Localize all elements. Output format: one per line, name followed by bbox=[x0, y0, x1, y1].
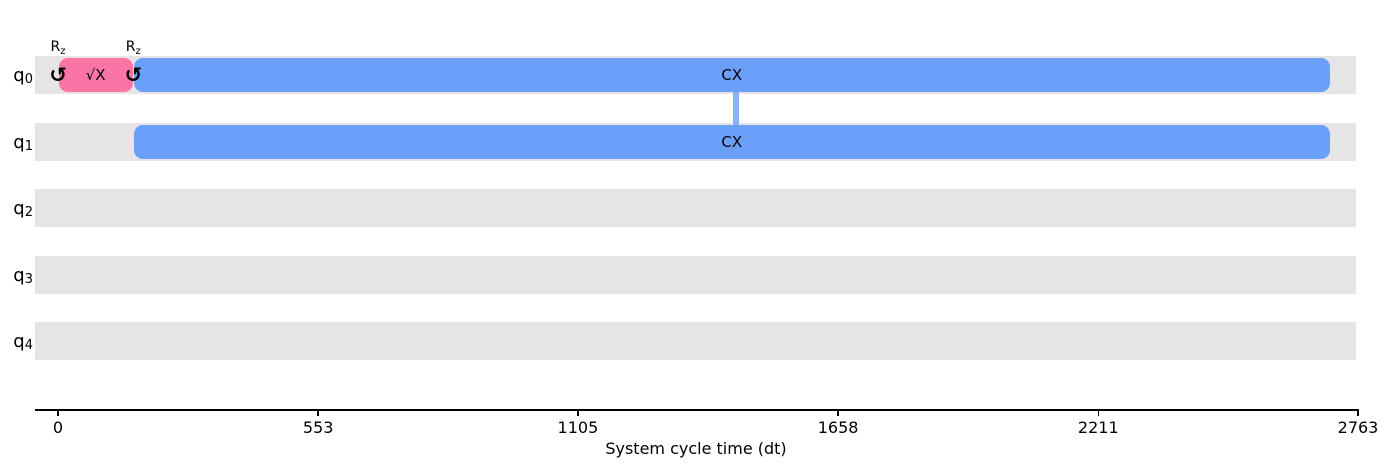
label-text: q bbox=[13, 197, 25, 219]
gate-cx-q0: CX bbox=[133, 58, 1330, 92]
gate-sx-q0: √X bbox=[58, 58, 133, 92]
label-subscript: 1 bbox=[24, 138, 33, 154]
gate-rz-symbol-icon: ↺ bbox=[49, 62, 67, 87]
cx-link-connector bbox=[732, 75, 739, 142]
label-text: R bbox=[50, 39, 61, 55]
qubit-timeline-q3 bbox=[35, 256, 1356, 294]
x-axis-tick-label: 2211 bbox=[1077, 418, 1119, 437]
label-text: R bbox=[125, 39, 136, 55]
gate-label: CX bbox=[721, 66, 743, 84]
gate-label: CX bbox=[721, 133, 743, 151]
gate-label: √X bbox=[85, 66, 106, 84]
label-subscript: 0 bbox=[24, 71, 33, 87]
label-subscript: z bbox=[60, 46, 66, 57]
x-axis-tick-label: 2763 bbox=[1337, 418, 1379, 437]
x-axis-tick bbox=[837, 410, 839, 416]
x-axis-tick bbox=[57, 410, 59, 416]
x-axis-tick bbox=[317, 410, 319, 416]
label-text: q bbox=[13, 330, 25, 352]
x-axis-tick-label: 0 bbox=[52, 418, 64, 437]
label-text: q bbox=[13, 264, 25, 286]
gate-rz-symbol-icon: ↺ bbox=[124, 62, 143, 87]
x-axis-tick-label: 1658 bbox=[817, 418, 859, 437]
qubit-timeline-q4 bbox=[35, 322, 1356, 360]
label-subscript: 4 bbox=[24, 337, 33, 353]
label-subscript: z bbox=[135, 46, 141, 57]
x-axis-tick bbox=[577, 410, 579, 416]
x-axis-title: System cycle time (dt) bbox=[605, 439, 787, 458]
gate-cx-q1: CX bbox=[133, 125, 1330, 159]
label-subscript: 3 bbox=[24, 271, 33, 287]
x-axis-tick-label: 553 bbox=[302, 418, 334, 437]
label-text: q bbox=[13, 64, 25, 86]
x-axis-tick bbox=[1357, 410, 1359, 416]
x-axis-line bbox=[35, 409, 1359, 411]
label-text: q bbox=[13, 131, 25, 153]
x-axis-tick-label: 1105 bbox=[557, 418, 599, 437]
label-subscript: 2 bbox=[24, 204, 33, 220]
x-axis-tick bbox=[1097, 410, 1100, 416]
qubit-timeline-q2 bbox=[35, 189, 1356, 227]
